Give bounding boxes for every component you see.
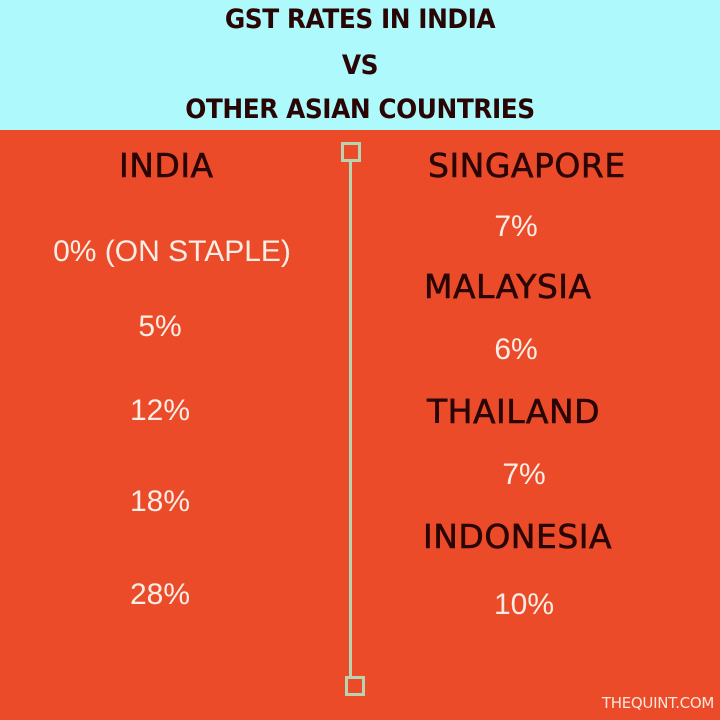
india-heading: INDIA — [119, 146, 214, 186]
title-line-1: GST RATES IN INDIA — [224, 4, 496, 35]
indonesia-heading: INDONESIA — [423, 517, 613, 557]
divider-bottom-cap-icon — [345, 676, 365, 696]
comparison-panel: INDIA 0% (ON STAPLE) 5% 12% 18% 28% SING… — [0, 130, 720, 720]
indonesia-rate: 10% — [493, 588, 555, 621]
india-rate-2: 12% — [129, 394, 191, 427]
title-line-2: VS — [341, 50, 379, 81]
divider-top-cap-icon — [341, 142, 361, 162]
thailand-rate: 7% — [502, 458, 546, 491]
center-divider — [349, 161, 352, 677]
singapore-rate: 7% — [494, 210, 538, 243]
malaysia-rate: 6% — [494, 333, 538, 366]
india-rate-3: 18% — [129, 485, 191, 518]
title-line-3: OTHER ASIAN COUNTRIES — [185, 94, 535, 125]
malaysia-heading: MALAYSIA — [424, 267, 592, 307]
india-rate-4: 28% — [129, 578, 191, 611]
source-watermark: THEQUINT.COM — [601, 694, 714, 712]
india-rate-1: 5% — [138, 310, 182, 343]
thailand-heading: THAILAND — [427, 392, 601, 432]
title-banner: GST RATES IN INDIA VS OTHER ASIAN COUNTR… — [0, 0, 720, 130]
singapore-heading: SINGAPORE — [428, 146, 626, 186]
india-rate-0: 0% (ON STAPLE) — [53, 235, 291, 268]
